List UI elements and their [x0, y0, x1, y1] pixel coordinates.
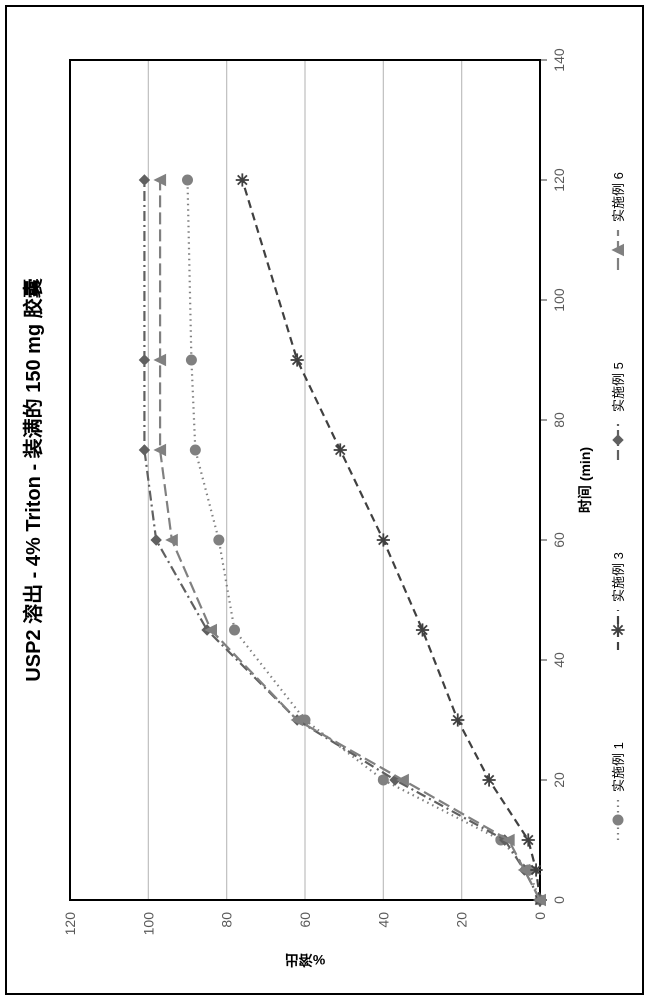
y-tick-label: 60 [297, 912, 313, 928]
x-tick-label: 20 [551, 772, 567, 788]
y-tick-label: 80 [219, 912, 235, 928]
y-tick-label: 100 [140, 912, 156, 936]
legend-item-2: 实施例 3 [611, 552, 626, 650]
x-tick-label: 140 [551, 48, 567, 72]
legend-item-4: 实施例 6 [611, 172, 626, 270]
y-tick-label: 120 [62, 912, 78, 936]
legend-label: 实施例 5 [611, 362, 626, 412]
chart-title: USP2 溶出 - 4% Triton - 装满的 150 mg 胶囊 [21, 278, 45, 681]
y-tick-label: 0 [532, 912, 548, 920]
x-tick-label: 80 [551, 412, 567, 428]
legend-item-3: 实施例 5 [611, 362, 626, 460]
x-axis-label: 时间 (min) [577, 447, 593, 513]
y-axis-label: %溶出 [285, 952, 325, 968]
y-tick-label: 20 [454, 912, 470, 928]
x-tick-label: 40 [551, 652, 567, 668]
x-tick-label: 100 [551, 288, 567, 312]
y-tick-label: 40 [375, 912, 391, 928]
x-tick-label: 0 [551, 896, 567, 904]
legend-label: 实施例 1 [611, 742, 626, 792]
legend-label: 实施例 3 [611, 552, 626, 602]
x-tick-label: 120 [551, 168, 567, 192]
legend-label: 实施例 6 [611, 172, 626, 222]
legend-item-1: 实施例 1 [611, 742, 626, 840]
x-tick-label: 60 [551, 532, 567, 548]
